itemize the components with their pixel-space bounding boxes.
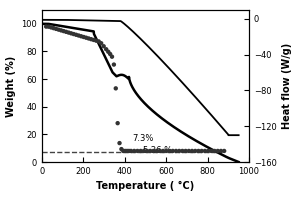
Text: 5.26 %: 5.26 % <box>143 146 172 155</box>
Point <box>74 33 79 36</box>
Point <box>180 149 185 153</box>
Point <box>167 149 172 153</box>
X-axis label: Temperature ( °C): Temperature ( °C) <box>96 181 195 191</box>
Point <box>108 52 112 56</box>
Point <box>132 149 136 153</box>
Point <box>138 149 143 153</box>
Point <box>110 55 114 58</box>
Point <box>86 37 91 40</box>
Y-axis label: Weight (%): Weight (%) <box>6 55 16 117</box>
Point <box>101 45 106 48</box>
Point <box>190 149 194 153</box>
Point <box>121 149 126 153</box>
Point <box>56 28 61 31</box>
Point <box>96 40 101 43</box>
Point <box>158 149 162 153</box>
Point <box>44 25 49 28</box>
Point <box>117 141 122 145</box>
Point <box>127 149 131 153</box>
Point <box>215 149 220 153</box>
Point <box>49 26 53 29</box>
Point <box>54 27 58 31</box>
Point <box>170 149 175 153</box>
Point <box>125 149 130 153</box>
Point <box>142 149 146 153</box>
Point <box>186 149 191 153</box>
Point <box>129 149 134 153</box>
Point <box>145 149 149 153</box>
Point <box>104 48 109 51</box>
Point <box>202 149 207 153</box>
Point <box>212 149 217 153</box>
Point <box>64 30 69 33</box>
Point <box>94 39 99 42</box>
Point <box>84 36 88 39</box>
Point <box>148 149 153 153</box>
Point <box>89 38 94 41</box>
Point <box>106 50 111 53</box>
Point <box>69 32 74 35</box>
Point <box>193 149 198 153</box>
Point <box>209 149 214 153</box>
Y-axis label: Heat flow (W/g): Heat flow (W/g) <box>282 43 292 129</box>
Point <box>59 29 64 32</box>
Point <box>164 149 169 153</box>
Point <box>81 35 86 39</box>
Point <box>61 30 66 33</box>
Point <box>151 149 156 153</box>
Point <box>154 149 159 153</box>
Point <box>135 149 140 153</box>
Point <box>51 27 56 30</box>
Point <box>119 147 124 151</box>
Point <box>222 149 226 153</box>
Point <box>46 25 51 28</box>
Point <box>174 149 178 153</box>
Point <box>177 149 182 153</box>
Point <box>112 63 116 66</box>
Point <box>71 32 76 36</box>
Point <box>113 87 118 90</box>
Point <box>66 31 71 34</box>
Point <box>206 149 211 153</box>
Point <box>76 34 81 37</box>
Point <box>196 149 201 153</box>
Point <box>123 149 128 153</box>
Point <box>218 149 223 153</box>
Point <box>183 149 188 153</box>
Point <box>199 149 204 153</box>
Text: 7.3%: 7.3% <box>132 134 153 143</box>
Point <box>91 38 96 42</box>
Point <box>99 42 103 45</box>
Point <box>115 122 120 125</box>
Point <box>79 35 84 38</box>
Point <box>161 149 166 153</box>
